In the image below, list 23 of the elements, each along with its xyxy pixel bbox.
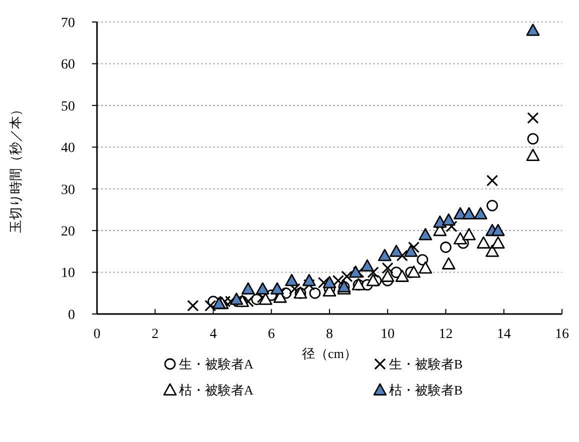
x-tick-label: 4 <box>210 327 217 342</box>
y-tick-label: 10 <box>61 266 75 282</box>
legend-label: 枯・被験者A <box>179 382 254 398</box>
y-tick-label: 40 <box>61 141 75 156</box>
x-tick-label: 10 <box>380 327 395 342</box>
x-tick-label: 6 <box>268 327 275 342</box>
y-tick-label: 50 <box>61 99 75 114</box>
legend-label: 生・被験者A <box>179 356 254 372</box>
x-tick-label: 8 <box>326 327 333 342</box>
y-tick-label: 0 <box>68 308 75 323</box>
x-tick-label: 16 <box>555 327 569 342</box>
x-tick-label: 2 <box>152 327 159 342</box>
x-axis-title: 径（cm） <box>302 346 357 361</box>
legend-label: 生・被験者B <box>389 356 463 372</box>
y-tick-label: 20 <box>61 224 75 240</box>
y-tick-label: 60 <box>61 58 75 73</box>
y-tick-label: 70 <box>61 16 75 31</box>
x-tick-label: 14 <box>496 327 511 342</box>
legend-label: 枯・被験者B <box>389 382 463 398</box>
y-axis-title: 玉切り時間（秒／本） <box>8 103 23 233</box>
y-tick-label: 30 <box>61 182 75 198</box>
x-tick-label: 0 <box>94 327 100 342</box>
x-tick-label: 12 <box>438 327 453 342</box>
